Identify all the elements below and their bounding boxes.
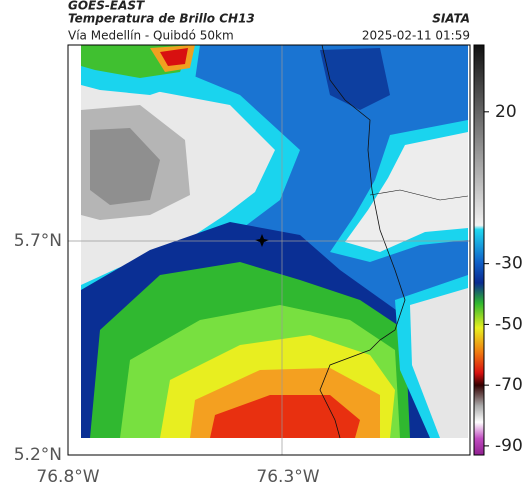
lat-label: 5.7°N [14,231,62,251]
coastline [319,44,406,439]
colorbar-tick-label: -30 [495,254,523,274]
colorbar-tick-label: 20 [495,102,517,122]
border [369,189,469,201]
lon-label: 76.8°W [36,467,99,487]
subtitle: Temperatura de Brillo CH13 [68,12,255,26]
title: GOES-EAST [68,0,145,13]
location-marker [255,234,269,247]
colorbar-tick-label: -50 [495,314,523,334]
timestamp: 2025-02-11 01:59 [362,29,470,43]
colorbar-tick-label: -90 [495,436,523,456]
lat-label: 5.2°N [14,445,62,465]
colorbar-ticks: 20 -30 -50 -70 -90 [484,102,523,456]
map-frame [67,44,471,456]
source: SIATA [432,12,470,26]
route: Vía Medellín - Quibdó 50km [68,29,234,43]
temperature-field [81,45,468,438]
colorbar [473,44,485,456]
colorbar-tick-label: -70 [495,375,523,395]
lon-label: 76.3°W [256,467,319,487]
